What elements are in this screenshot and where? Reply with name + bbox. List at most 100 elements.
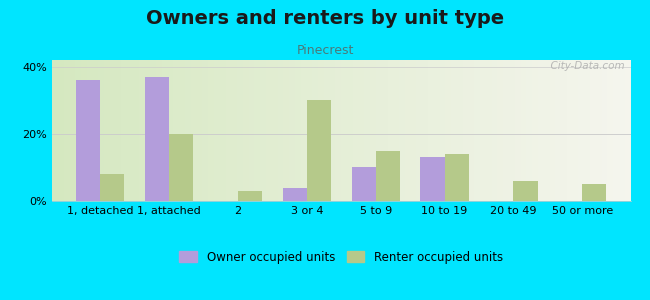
- Bar: [100, 174, 124, 201]
- Bar: [162, 60, 168, 201]
- Bar: [76, 80, 100, 201]
- Text: Owners and renters by unit type: Owners and renters by unit type: [146, 9, 504, 28]
- Bar: [613, 60, 619, 201]
- Bar: [307, 100, 331, 201]
- Bar: [365, 60, 370, 201]
- Bar: [318, 60, 324, 201]
- Bar: [133, 60, 139, 201]
- Bar: [393, 60, 399, 201]
- Bar: [422, 60, 428, 201]
- Bar: [295, 60, 301, 201]
- Bar: [116, 60, 122, 201]
- Bar: [411, 60, 417, 201]
- Bar: [86, 60, 92, 201]
- Bar: [260, 60, 266, 201]
- Bar: [283, 60, 289, 201]
- Bar: [98, 60, 104, 201]
- Bar: [75, 60, 81, 201]
- Bar: [168, 60, 174, 201]
- Bar: [150, 60, 156, 201]
- Bar: [561, 60, 567, 201]
- Bar: [582, 184, 606, 201]
- Bar: [532, 60, 538, 201]
- Bar: [272, 60, 278, 201]
- Bar: [341, 60, 347, 201]
- Bar: [457, 60, 463, 201]
- Bar: [521, 60, 526, 201]
- Bar: [549, 60, 555, 201]
- Bar: [486, 60, 491, 201]
- Bar: [174, 60, 179, 201]
- Bar: [428, 60, 434, 201]
- Bar: [584, 60, 590, 201]
- Bar: [156, 60, 162, 201]
- Bar: [335, 60, 341, 201]
- Bar: [382, 60, 387, 201]
- Bar: [596, 60, 601, 201]
- Bar: [514, 181, 538, 201]
- Bar: [625, 60, 630, 201]
- Bar: [81, 60, 86, 201]
- Bar: [238, 191, 262, 201]
- Bar: [607, 60, 613, 201]
- Bar: [110, 60, 116, 201]
- Bar: [491, 60, 497, 201]
- Bar: [255, 60, 260, 201]
- Bar: [92, 60, 98, 201]
- Bar: [399, 60, 405, 201]
- Bar: [64, 60, 70, 201]
- Bar: [463, 60, 469, 201]
- Bar: [283, 188, 307, 201]
- Bar: [509, 60, 515, 201]
- Bar: [301, 60, 307, 201]
- Bar: [497, 60, 503, 201]
- Bar: [538, 60, 543, 201]
- Bar: [578, 60, 584, 201]
- Bar: [543, 60, 549, 201]
- Bar: [144, 60, 150, 201]
- Bar: [70, 60, 75, 201]
- Bar: [185, 60, 191, 201]
- Bar: [445, 154, 469, 201]
- Bar: [324, 60, 330, 201]
- Text: Pinecrest: Pinecrest: [296, 44, 354, 56]
- Bar: [567, 60, 573, 201]
- Bar: [127, 60, 133, 201]
- Legend: Owner occupied units, Renter occupied units: Owner occupied units, Renter occupied un…: [175, 246, 508, 268]
- Bar: [555, 60, 561, 201]
- Bar: [590, 60, 596, 201]
- Bar: [52, 60, 58, 201]
- Bar: [266, 60, 272, 201]
- Bar: [417, 60, 423, 201]
- Bar: [179, 60, 185, 201]
- Bar: [573, 60, 578, 201]
- Bar: [474, 60, 480, 201]
- Bar: [526, 60, 532, 201]
- Bar: [330, 60, 335, 201]
- Bar: [237, 60, 243, 201]
- Bar: [480, 60, 486, 201]
- Bar: [434, 60, 439, 201]
- Bar: [196, 60, 202, 201]
- Bar: [451, 60, 457, 201]
- Bar: [439, 60, 445, 201]
- Bar: [352, 167, 376, 201]
- Bar: [421, 158, 445, 201]
- Bar: [376, 60, 382, 201]
- Bar: [307, 60, 312, 201]
- Bar: [370, 60, 376, 201]
- Bar: [58, 60, 64, 201]
- Bar: [191, 60, 196, 201]
- Bar: [202, 60, 208, 201]
- Bar: [214, 60, 220, 201]
- Bar: [139, 60, 144, 201]
- Bar: [469, 60, 474, 201]
- Bar: [231, 60, 237, 201]
- Bar: [289, 60, 295, 201]
- Bar: [104, 60, 110, 201]
- Bar: [601, 60, 607, 201]
- Bar: [347, 60, 353, 201]
- Bar: [376, 151, 400, 201]
- Bar: [312, 60, 318, 201]
- Text: City-Data.com: City-Data.com: [544, 61, 625, 71]
